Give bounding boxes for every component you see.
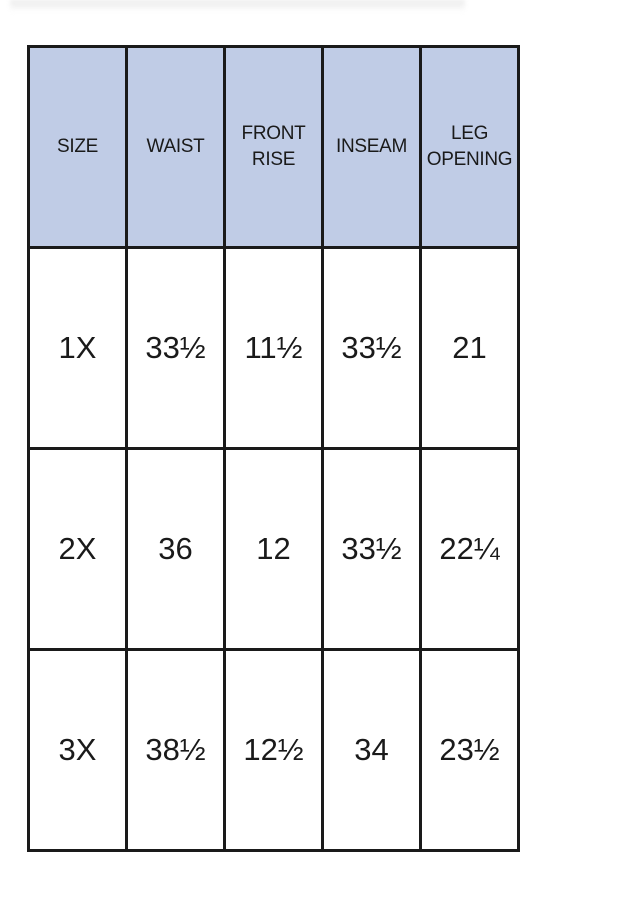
- column-header: INSEAM: [321, 45, 422, 249]
- table-cell: 2X: [27, 447, 128, 651]
- blurred-top-strip: [10, 0, 465, 12]
- table-row: 2X 36 12 33½ 22¼: [27, 447, 520, 651]
- table-cell: 1X: [27, 246, 128, 450]
- column-header: FRONT RISE: [223, 45, 324, 249]
- table-cell: 36: [125, 447, 226, 651]
- table-cell: 33½: [125, 246, 226, 450]
- table-cell: 12½: [223, 648, 324, 852]
- table-cell: 38½: [125, 648, 226, 852]
- table-cell: 3X: [27, 648, 128, 852]
- table-cell: 11½: [223, 246, 324, 450]
- column-header: WAIST: [125, 45, 226, 249]
- table-cell: 23½: [419, 648, 520, 852]
- table-cell: 21: [419, 246, 520, 450]
- header-row: SIZE WAIST FRONT RISE INSEAM LEG OPENING: [27, 45, 520, 249]
- table-cell: 12: [223, 447, 324, 651]
- table-cell: 33½: [321, 447, 422, 651]
- table-cell: 22¼: [419, 447, 520, 651]
- table-row: 3X 38½ 12½ 34 23½: [27, 648, 520, 852]
- column-header: LEG OPENING: [419, 45, 520, 249]
- table-row: 1X 33½ 11½ 33½ 21: [27, 246, 520, 450]
- size-chart-table: SIZE WAIST FRONT RISE INSEAM LEG OPENING 1X 3…: [27, 45, 520, 852]
- column-header: SIZE: [27, 45, 128, 249]
- table-cell: 33½: [321, 246, 422, 450]
- table-cell: 34: [321, 648, 422, 852]
